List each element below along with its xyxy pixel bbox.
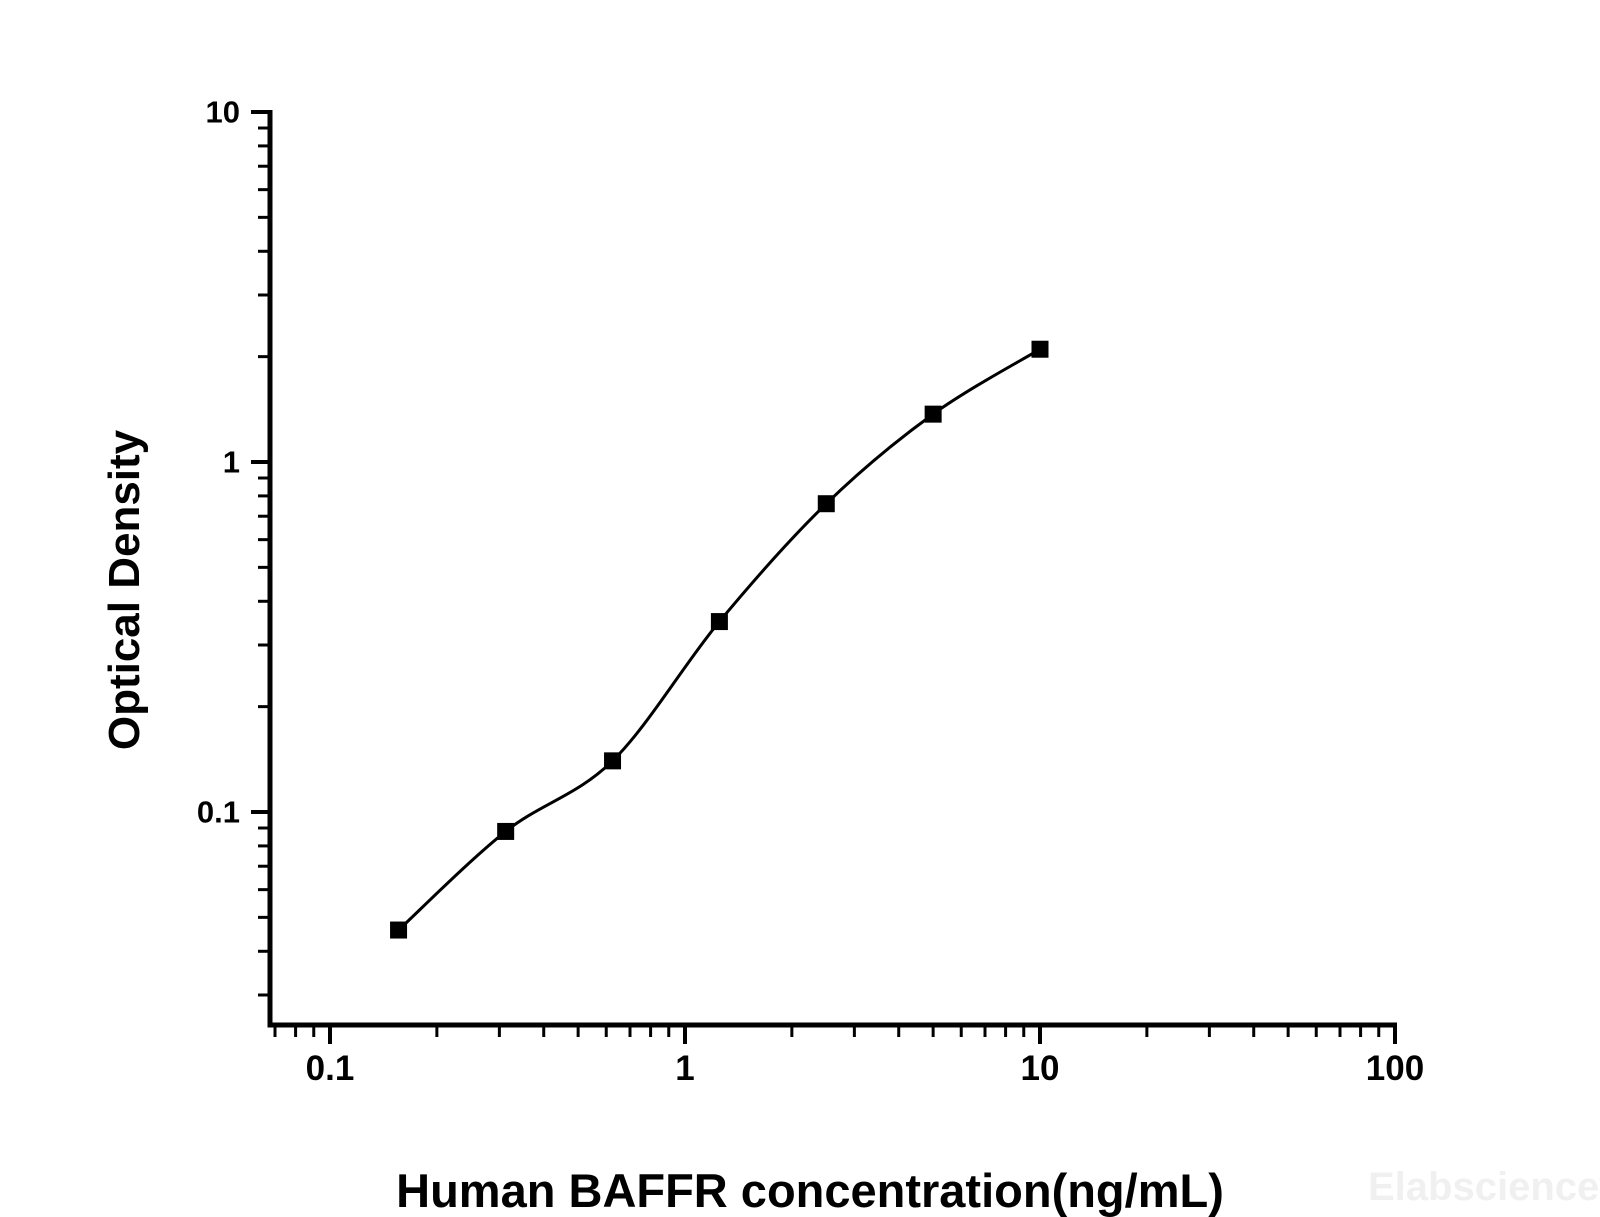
- y-tick-label: 0.1: [197, 795, 240, 830]
- fit-curve: [397, 347, 1041, 932]
- data-point-marker: [497, 822, 515, 840]
- data-point-marker: [710, 613, 728, 631]
- x-tick-label: 1: [675, 1049, 694, 1088]
- data-point-marker: [604, 752, 622, 770]
- y-axis-title: Optical Density: [100, 429, 149, 751]
- data-point-marker: [924, 405, 942, 423]
- data-point-marker: [390, 921, 408, 939]
- x-tick-label: 10: [1021, 1049, 1060, 1088]
- watermark-text: Elabscience: [1368, 1165, 1600, 1209]
- y-tick-label: 1: [223, 445, 240, 480]
- x-tick-label: 0.1: [306, 1049, 355, 1088]
- x-tick-label: 100: [1366, 1049, 1424, 1088]
- watermark: Elabscience®: [1368, 1167, 1600, 1207]
- x-axis-title: Human BAFFR concentration(ng/mL): [396, 1164, 1224, 1217]
- data-point-marker: [1031, 340, 1049, 358]
- data-point-marker: [817, 495, 835, 513]
- y-tick-label: 10: [206, 95, 240, 130]
